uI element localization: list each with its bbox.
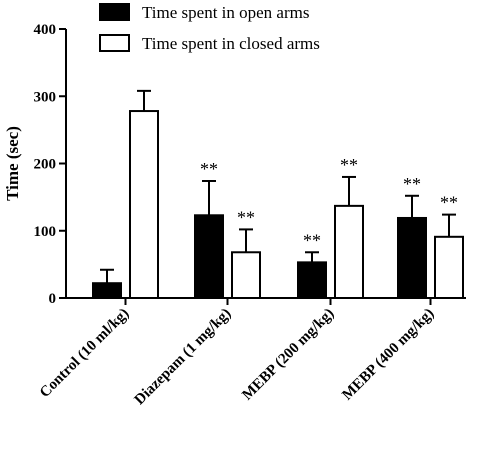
legend-swatch [99, 34, 130, 52]
y-tick-label: 0 [49, 291, 57, 307]
bars [92, 89, 464, 300]
y-axis-title: Time (sec) [3, 126, 22, 201]
bar [434, 235, 464, 300]
legend-label: Time spent in open arms [142, 3, 309, 22]
category-label: Diazepam (1 mg/kg) [132, 306, 235, 409]
significance-label: ** [403, 174, 421, 194]
significance-label: ** [303, 230, 321, 250]
significance-label: ** [340, 155, 358, 175]
legend: Time spent in open arms Time spent in clo… [99, 3, 320, 53]
bar [334, 204, 364, 299]
category-label: MEBP (200 mg/kg) [239, 306, 337, 404]
bar [129, 110, 159, 299]
significance-label: ** [200, 159, 218, 179]
y-tick-label: 100 [34, 224, 57, 240]
y-tick-label: 200 [34, 157, 57, 173]
bar [297, 261, 327, 300]
significance-label: ** [237, 207, 255, 227]
bar [92, 282, 122, 299]
y-tick-label: 300 [34, 89, 57, 105]
category-label: MEBP (400 mg/kg) [339, 306, 437, 404]
y-tick-label: 400 [34, 22, 57, 38]
labels: 0 100 200 300 400 Time (sec) Control (10 ml/kg… [3, 22, 458, 408]
bar [231, 251, 261, 300]
category-label: Control (10 ml/kg) [37, 306, 132, 401]
bar [397, 216, 427, 299]
legend-swatch [99, 3, 130, 21]
legend-label: Time spent in closed arms [142, 34, 320, 53]
significance-label: ** [440, 193, 458, 213]
bar [194, 214, 224, 299]
